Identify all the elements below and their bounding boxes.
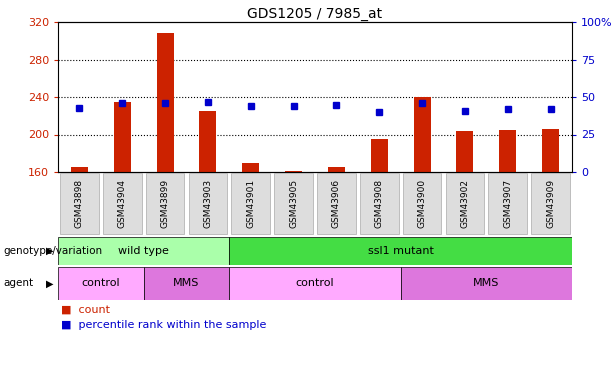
FancyBboxPatch shape <box>360 173 398 234</box>
Text: GSM43905: GSM43905 <box>289 179 298 228</box>
Text: MMS: MMS <box>173 279 200 288</box>
FancyBboxPatch shape <box>232 173 270 234</box>
FancyBboxPatch shape <box>58 237 229 265</box>
Text: GSM43903: GSM43903 <box>204 179 213 228</box>
Title: GDS1205 / 7985_at: GDS1205 / 7985_at <box>248 7 383 21</box>
Text: GSM43904: GSM43904 <box>118 179 127 228</box>
Text: MMS: MMS <box>473 279 500 288</box>
Bar <box>414 97 431 172</box>
Bar <box>456 131 473 172</box>
Bar <box>285 171 302 172</box>
Bar <box>328 167 345 172</box>
Text: ■  count: ■ count <box>61 305 110 315</box>
Text: genotype/variation: genotype/variation <box>3 246 102 256</box>
Text: control: control <box>295 279 334 288</box>
FancyBboxPatch shape <box>229 267 401 300</box>
Text: GSM43898: GSM43898 <box>75 179 84 228</box>
Text: GSM43906: GSM43906 <box>332 179 341 228</box>
FancyBboxPatch shape <box>401 267 572 300</box>
Text: GSM43899: GSM43899 <box>161 179 170 228</box>
FancyBboxPatch shape <box>103 173 142 234</box>
Bar <box>371 139 388 172</box>
Text: GSM43907: GSM43907 <box>503 179 512 228</box>
Text: GSM43902: GSM43902 <box>460 179 470 228</box>
Text: ▶: ▶ <box>45 279 53 288</box>
FancyBboxPatch shape <box>403 173 441 234</box>
Bar <box>542 129 559 172</box>
Text: agent: agent <box>3 279 33 288</box>
Bar <box>113 102 131 172</box>
Bar <box>156 33 173 172</box>
FancyBboxPatch shape <box>143 267 229 300</box>
Text: ■  percentile rank within the sample: ■ percentile rank within the sample <box>61 320 267 330</box>
FancyBboxPatch shape <box>274 173 313 234</box>
Text: ▶: ▶ <box>45 246 53 256</box>
FancyBboxPatch shape <box>531 173 570 234</box>
FancyBboxPatch shape <box>58 267 143 300</box>
Bar <box>242 163 259 172</box>
Text: wild type: wild type <box>118 246 169 256</box>
Text: GSM43900: GSM43900 <box>417 179 427 228</box>
Text: GSM43909: GSM43909 <box>546 179 555 228</box>
Bar <box>71 167 88 172</box>
FancyBboxPatch shape <box>317 173 356 234</box>
FancyBboxPatch shape <box>229 237 572 265</box>
Text: ssl1 mutant: ssl1 mutant <box>368 246 433 256</box>
FancyBboxPatch shape <box>189 173 227 234</box>
Text: GSM43908: GSM43908 <box>375 179 384 228</box>
Bar <box>499 130 516 172</box>
Text: GSM43901: GSM43901 <box>246 179 255 228</box>
FancyBboxPatch shape <box>146 173 185 234</box>
Bar <box>199 111 216 172</box>
FancyBboxPatch shape <box>60 173 99 234</box>
Text: control: control <box>82 279 120 288</box>
FancyBboxPatch shape <box>446 173 484 234</box>
FancyBboxPatch shape <box>489 173 527 234</box>
